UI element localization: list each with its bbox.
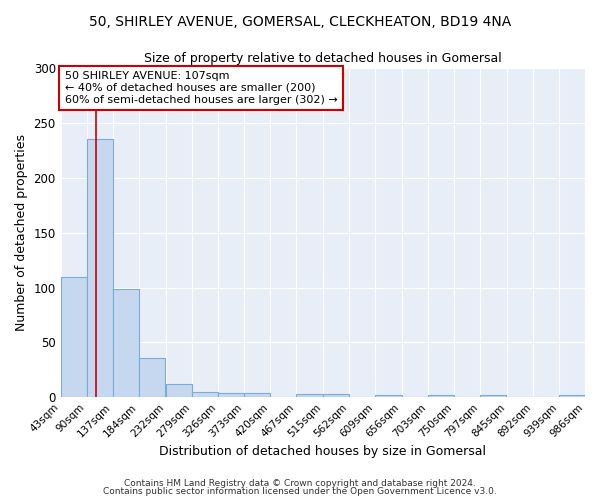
Text: 50 SHIRLEY AVENUE: 107sqm
← 40% of detached houses are smaller (200)
60% of semi: 50 SHIRLEY AVENUE: 107sqm ← 40% of detac… (65, 72, 337, 104)
Bar (428, 395, 454, 397)
Bar (559, 395, 585, 397)
Bar (218, 393, 244, 397)
Bar (139, 358, 165, 397)
Y-axis label: Number of detached properties: Number of detached properties (15, 134, 28, 331)
Bar (480, 395, 506, 397)
Text: Contains HM Land Registry data © Crown copyright and database right 2024.: Contains HM Land Registry data © Crown c… (124, 478, 476, 488)
Bar (376, 395, 401, 397)
Bar (113, 288, 139, 397)
Bar (244, 393, 270, 397)
Bar (61, 276, 87, 397)
Text: Contains public sector information licensed under the Open Government Licence v3: Contains public sector information licen… (103, 487, 497, 496)
Text: 50, SHIRLEY AVENUE, GOMERSAL, CLECKHEATON, BD19 4NA: 50, SHIRLEY AVENUE, GOMERSAL, CLECKHEATO… (89, 15, 511, 29)
X-axis label: Distribution of detached houses by size in Gomersal: Distribution of detached houses by size … (160, 444, 487, 458)
Bar (166, 384, 192, 397)
Title: Size of property relative to detached houses in Gomersal: Size of property relative to detached ho… (144, 52, 502, 66)
Bar (296, 394, 323, 397)
Bar (323, 394, 349, 397)
Bar (192, 392, 218, 397)
Bar (87, 140, 113, 397)
